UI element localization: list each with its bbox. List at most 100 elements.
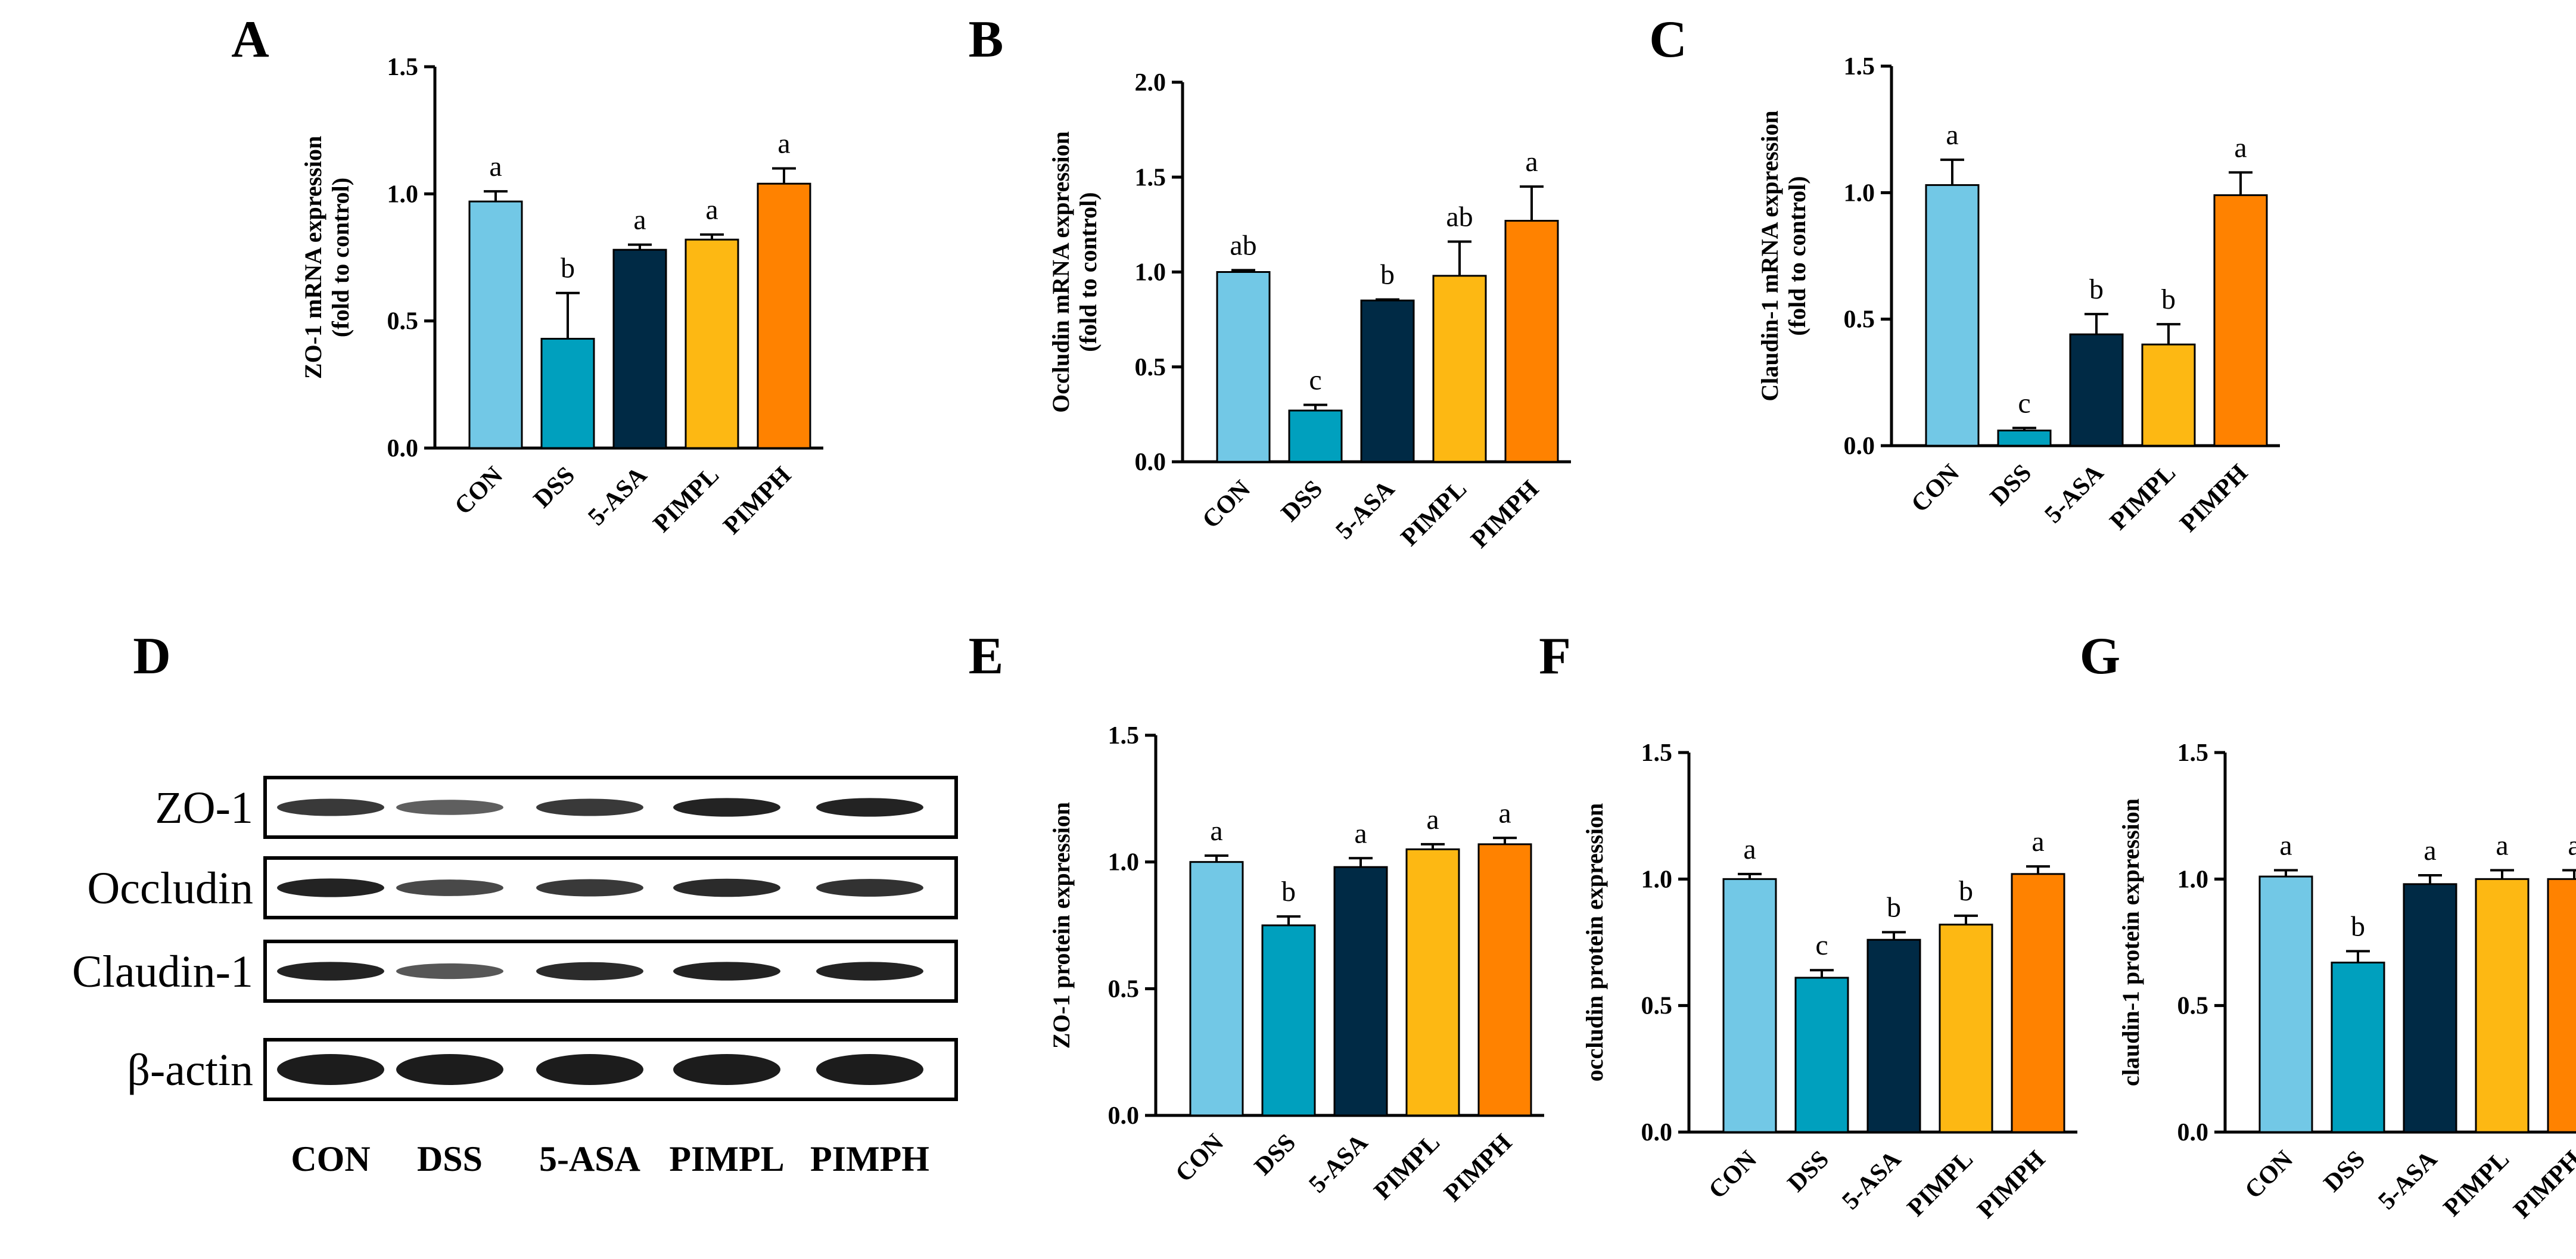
- panel-letter-c: C: [1649, 11, 1687, 69]
- category-label-dss: DSS: [1249, 1129, 1301, 1181]
- y-tick-label: 0.5: [1844, 306, 1875, 334]
- y-tick-label: 0.0: [1108, 1102, 1140, 1130]
- category-label-dss: DSS: [1276, 475, 1328, 527]
- bar-pimpl: [685, 238, 739, 449]
- significance-letter-pimph: a: [2031, 826, 2044, 857]
- bar-dss: [2331, 961, 2385, 1133]
- bar-con: [1722, 878, 1777, 1133]
- western-blot-panel: D ZO-1 Occludin Claudin-1 β-actin CON DSS 5-ASA…: [72, 627, 958, 1179]
- significance-letter-dss: b: [1281, 876, 1296, 907]
- category-label-pimph: PIMPH: [1466, 475, 1544, 554]
- blot-lane-label-5-asa: 5-ASA: [539, 1139, 640, 1179]
- blot-band: [673, 878, 780, 897]
- y-tick-label: 1.0: [2177, 866, 2209, 893]
- significance-letter-dss: c: [1815, 930, 1828, 961]
- significance-letter-5-asa: a: [633, 204, 646, 236]
- bar-5-asa: [1360, 299, 1415, 463]
- significance-letter-dss: c: [2018, 387, 2030, 419]
- blot-row-occludin: Occludin: [87, 856, 958, 919]
- blot-band: [536, 962, 643, 981]
- blot-band: [277, 1054, 384, 1085]
- category-label-5-asa: 5-ASA: [2039, 459, 2109, 529]
- significance-letter-pimph: a: [2568, 829, 2576, 861]
- category-label-pimph: PIMPH: [2509, 1146, 2576, 1224]
- bar-pimph: [2213, 194, 2268, 447]
- y-tick-label: 0.0: [1641, 1119, 1673, 1146]
- bar-5-asa: [2403, 883, 2457, 1133]
- blot-band: [536, 1054, 643, 1085]
- y-tick-label: 0.5: [2177, 993, 2209, 1020]
- category-label-pimpl: PIMPL: [2438, 1146, 2515, 1222]
- panel-letter-a: A: [231, 11, 269, 69]
- significance-letter-5-asa: b: [1887, 892, 1901, 924]
- y-tick-label: 1.5: [2177, 739, 2209, 767]
- y-axis-title: Claudin-1 mRNA expression: [1756, 110, 1783, 401]
- bar-5-asa: [2069, 333, 2124, 447]
- significance-letter-5-asa: b: [1380, 259, 1395, 291]
- bar-pimpl: [2141, 343, 2196, 447]
- y-tick-label: 1.0: [1135, 259, 1166, 287]
- y-axis-title: ZO-1 protein expression: [1048, 802, 1075, 1049]
- blot-row-actin: β-actin: [127, 1038, 958, 1101]
- blot-band: [673, 798, 780, 817]
- category-label-con: CON: [2240, 1146, 2299, 1205]
- y-tick-label: 1.5: [1844, 53, 1875, 80]
- blot-lane-label-con: CON: [291, 1139, 370, 1179]
- significance-letter-pimpl: a: [1426, 804, 1439, 835]
- blot-lane-label-dss: DSS: [417, 1139, 483, 1179]
- significance-letter-dss: b: [561, 253, 575, 284]
- blot-row-label: ZO-1: [155, 783, 253, 833]
- bar-pimph: [1477, 843, 1532, 1117]
- category-label-con: CON: [1906, 459, 1965, 518]
- significance-letter-con: a: [1743, 834, 1756, 865]
- bar-con: [468, 200, 523, 449]
- y-tick-label: 0.5: [1641, 993, 1673, 1020]
- category-label-pimph: PIMPH: [718, 462, 797, 540]
- y-tick-label: 1.5: [1108, 722, 1140, 750]
- y-axis-title: (fold to control): [1784, 176, 1810, 335]
- chart-panel-b: B 0.0 0.5 1.0 1.5 2.0 Occludin mRNA expression…: [969, 11, 1571, 554]
- significance-letter-pimpl: b: [1959, 875, 1973, 907]
- blot-band: [277, 962, 384, 981]
- y-axis-title: (fold to control): [1075, 192, 1102, 352]
- bar-pimpl: [2475, 878, 2530, 1133]
- blot-band: [396, 800, 503, 815]
- significance-letter-5-asa: a: [1354, 817, 1367, 849]
- y-tick-label: 1.5: [1135, 164, 1166, 191]
- y-tick-label: 1.5: [1641, 739, 1673, 767]
- blot-band: [673, 1054, 780, 1085]
- y-tick-label: 0.5: [387, 308, 419, 335]
- blot-lane-label-pimpl: PIMPL: [669, 1139, 784, 1179]
- blot-row-label: β-actin: [127, 1045, 253, 1095]
- panel-letter-b: B: [969, 11, 1004, 69]
- y-tick-label: 0.0: [1135, 449, 1166, 476]
- significance-letter-pimph: a: [777, 128, 790, 160]
- y-tick-label: 0.5: [1135, 354, 1166, 381]
- bar-con: [1189, 861, 1244, 1117]
- y-tick-label: 1.5: [387, 54, 419, 81]
- category-label-con: CON: [1197, 475, 1256, 534]
- bar-con: [1925, 184, 1980, 447]
- blot-band: [536, 798, 643, 816]
- blot-row-claudin-1: Claudin-1: [72, 940, 958, 1003]
- blot-band: [816, 962, 923, 981]
- blot-band: [673, 962, 780, 981]
- panel-letter-g: G: [2080, 627, 2120, 685]
- y-tick-label: 0.0: [387, 435, 419, 462]
- y-tick-label: 0.5: [1108, 975, 1140, 1003]
- chart-panel-e: E 0.0 0.5 1.0 1.5 ZO-1 protein expression a CON…: [969, 627, 1544, 1207]
- significance-letter-pimph: a: [1498, 797, 1511, 829]
- significance-letter-con: ab: [1230, 229, 1256, 261]
- blot-lane-label-pimph: PIMPH: [810, 1139, 929, 1179]
- bar-dss: [1997, 430, 2052, 447]
- category-label-pimpl: PIMPL: [1369, 1129, 1445, 1205]
- bar-pimpl: [1405, 848, 1460, 1117]
- panel-letter-e: E: [969, 627, 1004, 685]
- blot-band: [816, 1054, 923, 1085]
- y-axis-title: claudin-1 protein expression: [2117, 798, 2144, 1086]
- bar-dss: [1261, 924, 1316, 1117]
- y-tick-label: 0.0: [1844, 433, 1875, 460]
- y-tick-label: 1.0: [1844, 179, 1875, 207]
- bar-pimph: [1504, 220, 1559, 463]
- category-label-5-asa: 5-ASA: [1837, 1145, 1906, 1215]
